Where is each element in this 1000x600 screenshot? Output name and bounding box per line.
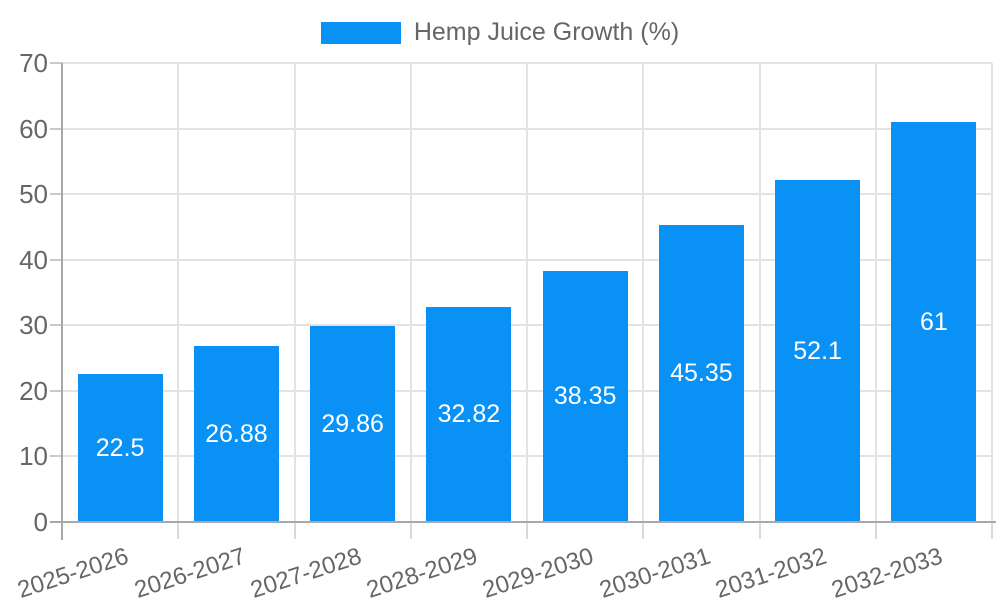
v-gridline xyxy=(409,63,412,522)
y-tick-mark xyxy=(50,193,62,196)
bar[interactable]: 52.1 xyxy=(775,180,861,522)
bar-value-label: 52.1 xyxy=(793,337,842,366)
bar-value-label: 32.82 xyxy=(437,400,501,429)
x-tick-label: 2032-2033 xyxy=(828,542,946,600)
bar[interactable]: 26.88 xyxy=(193,345,279,522)
y-tick-mark xyxy=(50,258,62,261)
x-tick-mark xyxy=(758,523,761,539)
v-gridline xyxy=(874,63,877,522)
bar-value-label: 29.86 xyxy=(321,410,384,439)
y-tick-label: 50 xyxy=(19,179,48,210)
x-tick-mark xyxy=(874,523,877,539)
bar[interactable]: 22.5 xyxy=(77,374,163,522)
y-tick-label: 40 xyxy=(19,244,48,275)
v-gridline xyxy=(293,63,296,522)
y-tick-label: 20 xyxy=(19,375,48,406)
bar-value-label: 26.88 xyxy=(205,419,268,448)
y-tick-label: 10 xyxy=(19,441,48,472)
v-gridline xyxy=(526,63,528,522)
bar[interactable]: 38.35 xyxy=(542,270,628,522)
x-tick-mark xyxy=(526,523,528,539)
x-tick-mark xyxy=(293,523,296,539)
x-tick-label: 2025-2026 xyxy=(14,542,133,600)
x-tick-label: 2026-2027 xyxy=(130,542,249,600)
y-axis-line xyxy=(61,63,63,540)
y-tick-label: 30 xyxy=(19,310,48,341)
bar[interactable]: 29.86 xyxy=(310,326,396,522)
x-tick-label: 2027-2028 xyxy=(247,542,365,600)
x-axis-line xyxy=(50,521,996,523)
x-tick-mark xyxy=(409,523,412,539)
bar[interactable]: 45.35 xyxy=(658,224,744,522)
v-gridline xyxy=(758,63,761,522)
y-tick-mark xyxy=(50,389,62,392)
y-tick-label: 60 xyxy=(19,113,48,144)
y-tick-mark xyxy=(50,455,62,458)
bar[interactable]: 61 xyxy=(891,122,977,522)
v-gridline xyxy=(642,63,645,522)
legend-item[interactable]: Hemp Juice Growth (%) xyxy=(320,18,680,46)
legend-swatch-icon xyxy=(320,21,401,44)
x-tick-mark xyxy=(642,523,645,539)
plot-area: 0 10 20 30 40 50 60 70 22.5 26.88 29.86 32.82 38.35 4… xyxy=(15,48,996,600)
y-tick-label: 70 xyxy=(19,48,48,78)
x-tick-label: 2030-2031 xyxy=(595,542,714,600)
bar[interactable]: 32.82 xyxy=(426,306,512,522)
x-tick-mark xyxy=(177,523,180,539)
y-tick-mark xyxy=(50,127,62,130)
x-tick-label: 2031-2032 xyxy=(712,542,830,600)
legend-label: Hemp Juice Growth (%) xyxy=(413,18,680,46)
y-tick-mark xyxy=(50,62,62,64)
bar-value-label: 38.35 xyxy=(553,382,617,411)
x-tick-label: 2029-2030 xyxy=(479,542,598,600)
bar-value-label: 45.35 xyxy=(670,359,733,388)
y-tick-label: 0 xyxy=(33,507,48,537)
legend: Hemp Juice Growth (%) xyxy=(0,20,1000,45)
bar-value-label: 22.5 xyxy=(95,434,145,463)
v-gridline xyxy=(991,63,993,522)
v-gridline xyxy=(177,63,180,522)
bar-value-label: 61 xyxy=(919,307,948,336)
x-tick-mark xyxy=(991,523,993,539)
y-tick-mark xyxy=(50,324,62,327)
x-tick-label: 2028-2029 xyxy=(363,542,481,600)
